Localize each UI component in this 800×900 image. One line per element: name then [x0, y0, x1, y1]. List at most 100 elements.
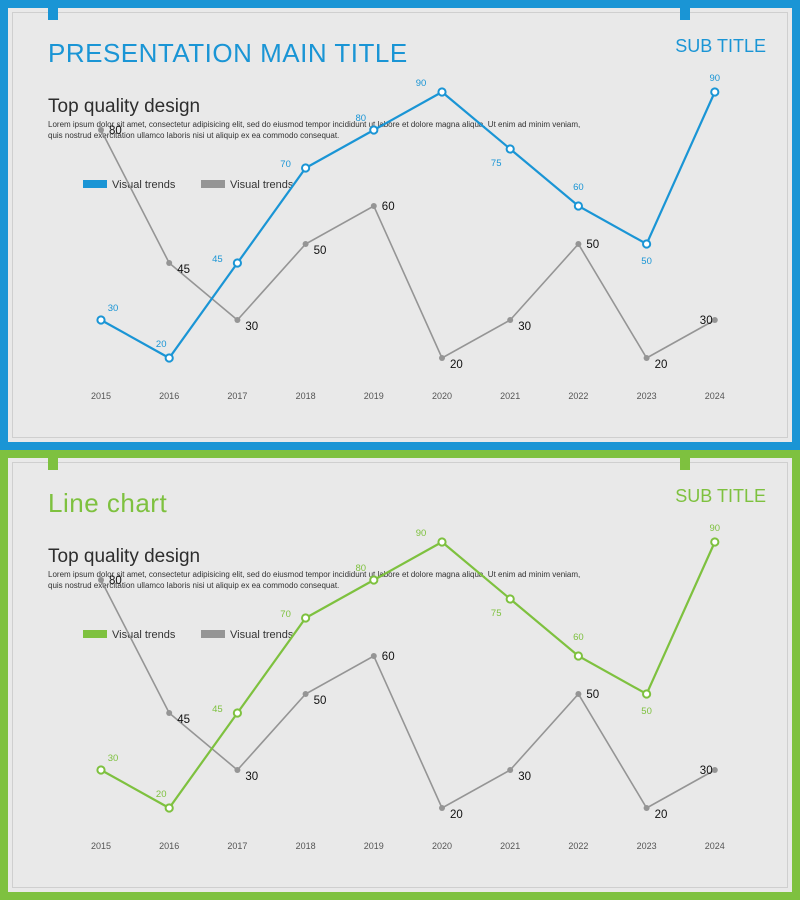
legend-label-1: Visual trends [112, 179, 176, 191]
x-tick-label: 2019 [364, 391, 384, 401]
inner-frame [12, 462, 788, 888]
x-tick-label: 2023 [637, 841, 657, 851]
x-tick-label: 2015 [91, 841, 111, 851]
data-point [643, 355, 650, 361]
data-label: 30 [245, 321, 258, 333]
data-point [710, 537, 720, 547]
data-point [505, 144, 515, 154]
data-point [711, 767, 718, 773]
data-label: 20 [156, 789, 167, 800]
data-point [166, 710, 173, 716]
data-label: 30 [518, 321, 531, 333]
data-label: 20 [450, 359, 463, 371]
series-line-2 [100, 129, 716, 360]
data-point [302, 691, 309, 697]
data-point [642, 239, 652, 249]
x-tick-label: 2015 [91, 391, 111, 401]
data-label: 30 [108, 753, 119, 764]
data-point [507, 317, 514, 323]
data-label: 90 [416, 528, 427, 539]
data-point [234, 767, 241, 773]
data-point [575, 241, 582, 247]
data-point [437, 537, 447, 547]
legend-swatch-1 [83, 180, 107, 188]
data-point [164, 353, 174, 363]
data-label: 30 [245, 771, 258, 783]
data-label: 50 [586, 239, 599, 251]
series-line-1 [100, 90, 716, 360]
data-label: 80 [109, 125, 122, 137]
tab-marker-left [48, 450, 58, 470]
data-label: 80 [356, 113, 367, 124]
data-label: 45 [212, 254, 223, 265]
data-point [96, 765, 106, 775]
data-label: 90 [710, 523, 721, 534]
data-point [301, 163, 311, 173]
data-label: 45 [212, 704, 223, 715]
data-label: 30 [700, 315, 713, 327]
series-line-1 [100, 540, 716, 810]
data-point [98, 127, 104, 133]
data-label: 45 [177, 264, 190, 276]
data-point [369, 575, 379, 585]
data-label: 80 [356, 563, 367, 574]
data-point [234, 317, 241, 323]
legend-swatch-1 [83, 630, 107, 638]
x-tick-label: 2019 [364, 841, 384, 851]
body-text: Lorem ipsum dolor sit amet, consectetur … [48, 120, 581, 140]
data-point [96, 315, 106, 325]
data-point [507, 767, 514, 773]
data-label: 70 [280, 159, 291, 170]
data-point [232, 708, 242, 718]
data-label: 45 [177, 714, 190, 726]
slide-2: Line chart SUB TITLE Top quality design … [0, 450, 800, 900]
x-tick-label: 2020 [432, 391, 452, 401]
tab-marker-left [48, 0, 58, 20]
x-tick-label: 2016 [159, 841, 179, 851]
data-point [439, 805, 445, 811]
data-label: 75 [491, 608, 502, 619]
x-tick-label: 2017 [227, 391, 247, 401]
data-point [643, 805, 650, 811]
data-label: 60 [573, 632, 584, 643]
legend-swatch-2 [201, 630, 225, 638]
main-title: Line chart [48, 488, 168, 518]
data-label: 50 [641, 706, 652, 717]
data-label: 20 [655, 359, 668, 371]
main-title: PRESENTATION MAIN TITLE [48, 38, 408, 68]
data-point [164, 803, 174, 813]
data-label: 20 [450, 809, 463, 821]
sub-title: SUB TITLE [675, 486, 766, 506]
data-point [370, 653, 377, 659]
data-point [98, 577, 104, 583]
data-label: 90 [416, 78, 427, 89]
data-label: 20 [655, 809, 668, 821]
data-label: 30 [518, 771, 531, 783]
x-tick-label: 2017 [227, 841, 247, 851]
x-tick-label: 2016 [159, 391, 179, 401]
data-point [301, 613, 311, 623]
data-point [439, 355, 445, 361]
data-point [642, 689, 652, 699]
tab-marker-right [680, 450, 690, 470]
legend-swatch-2 [201, 180, 225, 188]
x-tick-label: 2021 [500, 391, 520, 401]
data-label: 50 [314, 695, 327, 707]
legend-label-2: Visual trends [230, 179, 294, 191]
x-tick-label: 2020 [432, 841, 452, 851]
data-label: 60 [382, 201, 395, 213]
data-point [505, 594, 515, 604]
x-tick-label: 2022 [568, 391, 588, 401]
x-tick-label: 2021 [500, 841, 520, 851]
data-point [370, 203, 377, 209]
x-tick-label: 2024 [705, 391, 725, 401]
x-tick-label: 2024 [705, 841, 725, 851]
data-label: 75 [491, 158, 502, 169]
section-heading: Top quality design [48, 546, 201, 567]
x-tick-label: 2018 [296, 391, 316, 401]
data-label: 50 [314, 245, 327, 257]
data-label: 90 [710, 73, 721, 84]
data-label: 30 [700, 765, 713, 777]
x-tick-label: 2018 [296, 841, 316, 851]
line-chart: Visual trends Visual trends 2015 2016 2017 20… [83, 73, 725, 401]
